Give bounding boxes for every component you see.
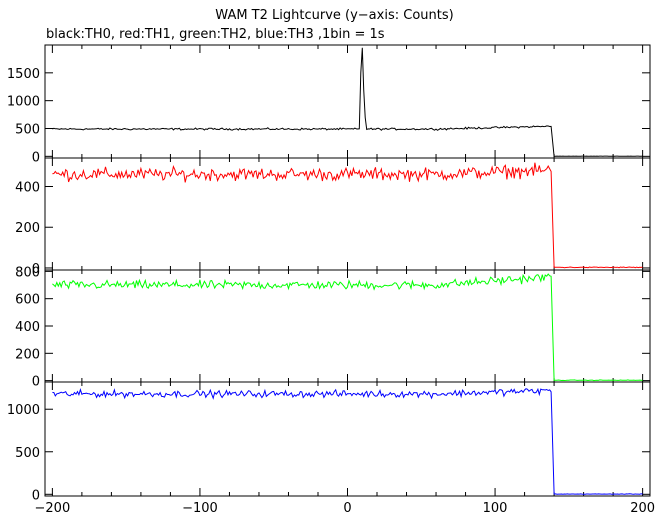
x-tick-label: −100	[182, 501, 218, 515]
panel-frame-th0	[44, 44, 651, 159]
y-tick-label-th2: 200	[15, 347, 40, 362]
x-tick-label: 100	[483, 501, 508, 515]
chart-subtitle: black:TH0, red:TH1, green:TH2, blue:TH3 …	[46, 27, 385, 42]
y-tick-label-th3: 0	[32, 488, 40, 503]
y-tick-label-th0: 1500	[7, 67, 40, 82]
y-tick-label-th2: 400	[15, 320, 40, 335]
x-tick-label: 0	[343, 501, 351, 515]
x-tick-label: −200	[35, 501, 71, 515]
series-line-th3	[52, 387, 643, 495]
y-tick-label-th2: 0	[32, 375, 40, 390]
x-tick-label: 200	[630, 501, 655, 515]
y-tick-label-th3: 500	[15, 446, 40, 461]
y-tick-label-th2: 600	[15, 293, 40, 308]
y-tick-label-th0: 0	[32, 150, 40, 165]
series-line-th1	[52, 162, 643, 269]
y-tick-label-th0: 500	[15, 122, 40, 137]
y-tick-label-th2: 800	[15, 265, 40, 280]
y-tick-label-th1: 0	[32, 262, 40, 277]
series-line-th2	[52, 273, 643, 382]
chart-title: WAM T2 Lightcurve (y−axis: Counts)	[215, 8, 454, 23]
series-line-th0	[52, 47, 643, 157]
y-tick-label-th1: 200	[15, 221, 40, 236]
y-tick-label-th1: 400	[15, 181, 40, 196]
y-tick-label-th3: 1000	[7, 403, 40, 418]
y-tick-label-th0: 1000	[7, 95, 40, 110]
panel-frame-th3	[44, 381, 651, 497]
panel-frame-th1	[44, 157, 651, 271]
